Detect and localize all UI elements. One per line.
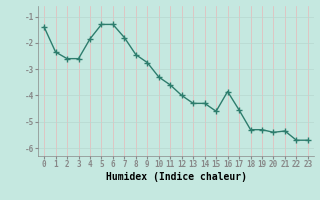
- X-axis label: Humidex (Indice chaleur): Humidex (Indice chaleur): [106, 172, 246, 182]
